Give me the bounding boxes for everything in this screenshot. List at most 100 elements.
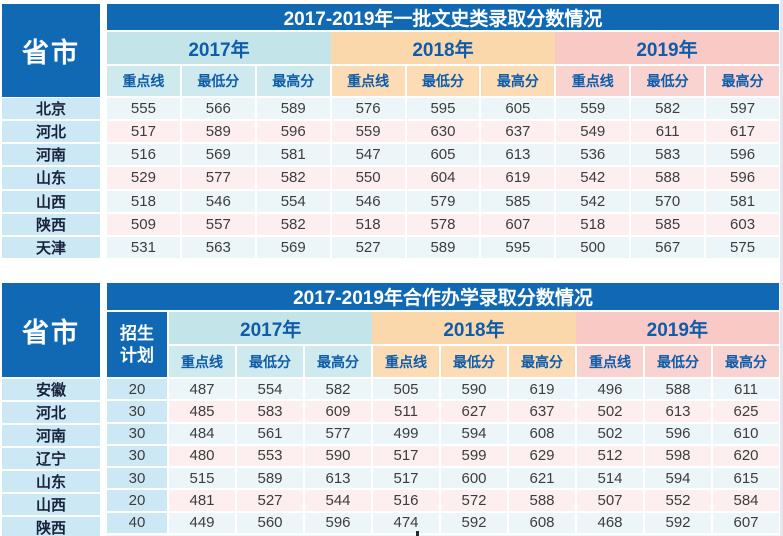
score-cell: 596 xyxy=(645,423,711,444)
score-cell: 617 xyxy=(706,121,779,143)
score-cell: 496 xyxy=(577,379,643,400)
province-cell: 河南 xyxy=(2,144,100,166)
score-cell: 581 xyxy=(256,144,330,166)
score-cell: 608 xyxy=(509,423,575,444)
table1-subheader-row: 重点线 最低分 最高分 重点线 最低分 最高分 重点线 最低分 最高分 xyxy=(107,66,779,96)
table-row: 516 569 581 547 605 613 536 583 596 xyxy=(107,144,779,166)
plan-cell: 20 xyxy=(107,379,167,400)
subheader-keyline: 重点线 xyxy=(556,66,630,96)
score-cell: 552 xyxy=(645,490,711,511)
subheader-keyline: 重点线 xyxy=(373,346,439,377)
score-cell: 590 xyxy=(441,379,507,400)
score-cell: 610 xyxy=(713,423,779,444)
score-cell: 502 xyxy=(577,423,643,444)
score-cell: 514 xyxy=(577,468,643,489)
score-cell: 572 xyxy=(441,490,507,511)
score-cell: 553 xyxy=(237,445,303,467)
table-row: 30 484 561 577 499 594 608 502 596 610 xyxy=(107,423,779,444)
table-row: 30 480 553 590 517 599 629 512 598 620 xyxy=(107,445,779,467)
province-cell: 河北 xyxy=(2,121,100,143)
score-cell: 588 xyxy=(631,167,705,189)
subheader-lowest: 最低分 xyxy=(631,66,705,96)
table1-province-column: 北京 河北 河南 山东 山西 陕西 天津 xyxy=(2,98,100,258)
score-cell: 547 xyxy=(331,144,405,166)
subheader-highest: 最高分 xyxy=(706,66,779,96)
score-cell: 608 xyxy=(509,512,575,533)
score-cell: 481 xyxy=(169,490,235,511)
score-cell: 511 xyxy=(373,401,439,422)
table1-corner-header: 省市 xyxy=(2,4,100,97)
score-cell: 600 xyxy=(441,468,507,489)
score-cell: 582 xyxy=(256,213,330,235)
score-cell: 517 xyxy=(373,445,439,467)
score-cell: 578 xyxy=(406,213,480,235)
table1-year-header-row: 2017年 2018年 2019年 xyxy=(107,32,779,64)
score-cell: 570 xyxy=(631,190,705,212)
score-cell: 630 xyxy=(406,121,480,143)
score-cell: 502 xyxy=(577,401,643,422)
score-cell: 595 xyxy=(481,236,555,258)
plan-cell: 30 xyxy=(107,445,167,467)
province-cell: 北京 xyxy=(2,98,100,120)
score-cell: 615 xyxy=(713,468,779,489)
stray-caret-mark xyxy=(416,531,419,536)
score-cell: 449 xyxy=(169,512,235,533)
score-cell: 596 xyxy=(706,144,779,166)
table2-data-grid: 20 487 554 582 505 590 619 496 588 611 30 485 583 609… xyxy=(107,379,779,533)
score-cell: 597 xyxy=(706,98,779,120)
subheader-highest: 最高分 xyxy=(509,346,575,377)
score-cell: 549 xyxy=(556,121,630,143)
score-cell: 585 xyxy=(481,190,555,212)
score-cell: 546 xyxy=(331,190,405,212)
score-cell: 613 xyxy=(481,144,555,166)
score-cell: 468 xyxy=(577,512,643,533)
table1-title: 2017-2019年一批文史类录取分数情况 xyxy=(107,4,779,30)
table2-year-2019: 2019年 xyxy=(575,312,779,344)
province-cell: 辽宁 xyxy=(2,448,100,469)
table2-year-2017: 2017年 xyxy=(169,312,373,344)
score-cell: 507 xyxy=(577,490,643,511)
score-cell: 596 xyxy=(256,121,330,143)
score-cell: 589 xyxy=(406,236,480,258)
subheader-lowest: 最低分 xyxy=(441,346,507,377)
score-cell: 609 xyxy=(305,401,371,422)
table2-corner-header: 省市 xyxy=(2,283,100,377)
score-cell: 559 xyxy=(331,121,405,143)
score-cell: 604 xyxy=(406,167,480,189)
table-row: 509 557 582 518 578 607 518 585 603 xyxy=(107,213,779,235)
table1-data-grid: 555 566 589 576 595 605 559 582 597 517 589 596 559 6… xyxy=(107,98,779,258)
score-cell: 554 xyxy=(237,379,303,400)
province-cell: 河北 xyxy=(2,402,100,423)
score-cell: 544 xyxy=(305,490,371,511)
plan-cell: 30 xyxy=(107,401,167,422)
table2-title: 2017-2019年合作办学录取分数情况 xyxy=(107,283,779,310)
score-cell: 637 xyxy=(509,401,575,422)
province-cell: 河南 xyxy=(2,425,100,446)
province-cell: 陕西 xyxy=(2,213,100,235)
plan-cell: 30 xyxy=(107,423,167,444)
subheader-lowest: 最低分 xyxy=(645,346,711,377)
score-cell: 518 xyxy=(107,190,180,212)
score-cell: 583 xyxy=(631,144,705,166)
subheader-lowest: 最低分 xyxy=(181,66,255,96)
score-cell: 560 xyxy=(237,512,303,533)
score-cell: 620 xyxy=(713,445,779,467)
score-cell: 588 xyxy=(509,490,575,511)
subheader-highest: 最高分 xyxy=(481,66,555,96)
score-cell: 555 xyxy=(107,98,180,120)
score-cell: 518 xyxy=(556,213,630,235)
score-cell: 598 xyxy=(645,445,711,467)
score-cell: 536 xyxy=(556,144,630,166)
score-cell: 516 xyxy=(107,144,180,166)
score-cell: 594 xyxy=(645,468,711,489)
score-cell: 529 xyxy=(107,167,180,189)
score-cell: 566 xyxy=(181,98,255,120)
score-cell: 557 xyxy=(181,213,255,235)
score-cell: 554 xyxy=(256,190,330,212)
score-cell: 509 xyxy=(107,213,180,235)
table-row: 555 566 589 576 595 605 559 582 597 xyxy=(107,98,779,120)
score-cell: 603 xyxy=(706,213,779,235)
score-cell: 527 xyxy=(331,236,405,258)
score-cell: 577 xyxy=(181,167,255,189)
score-cell: 517 xyxy=(107,121,180,143)
